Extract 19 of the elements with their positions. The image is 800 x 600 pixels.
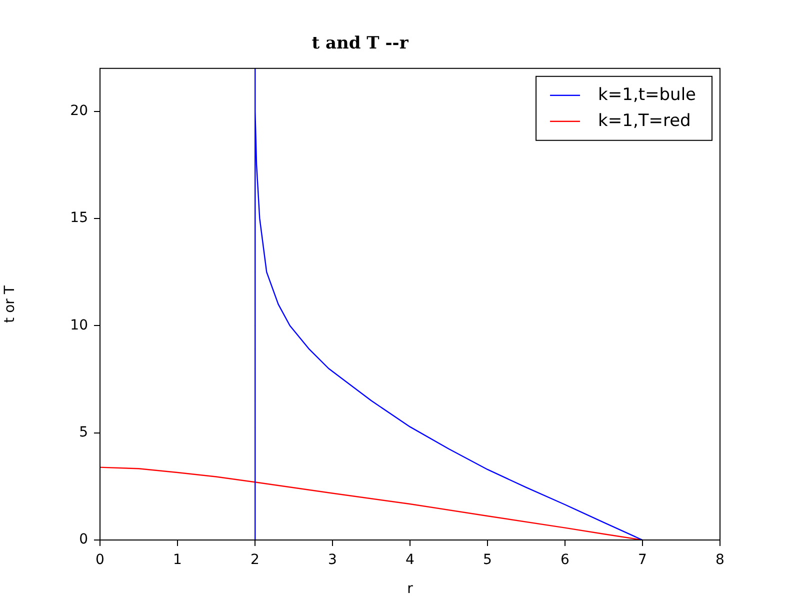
x-tick-label: 6 xyxy=(560,552,570,568)
x-tick-label: 3 xyxy=(328,552,337,568)
y-tick-label: 0 xyxy=(79,532,88,548)
x-tick-label: 8 xyxy=(716,552,724,568)
x-tick-label: 4 xyxy=(406,552,415,568)
legend-label: k=1,T=red xyxy=(598,110,691,131)
x-axis-title: r xyxy=(407,581,414,598)
y-tick-label: 20 xyxy=(70,102,88,119)
y-axis-title: t or T xyxy=(2,285,18,323)
chart-title: t and T --r xyxy=(312,34,410,54)
x-tick-label: 0 xyxy=(96,552,104,568)
x-tick-label: 7 xyxy=(638,552,647,568)
x-tick-label: 1 xyxy=(173,552,182,568)
y-tick-label: 15 xyxy=(70,210,88,226)
y-tick-label: 10 xyxy=(70,317,88,334)
legend-label: k=1,t=bule xyxy=(598,84,696,105)
x-tick-label: 2 xyxy=(250,552,260,568)
x-tick-label: 5 xyxy=(483,552,492,568)
y-tick-label: 5 xyxy=(79,424,88,440)
